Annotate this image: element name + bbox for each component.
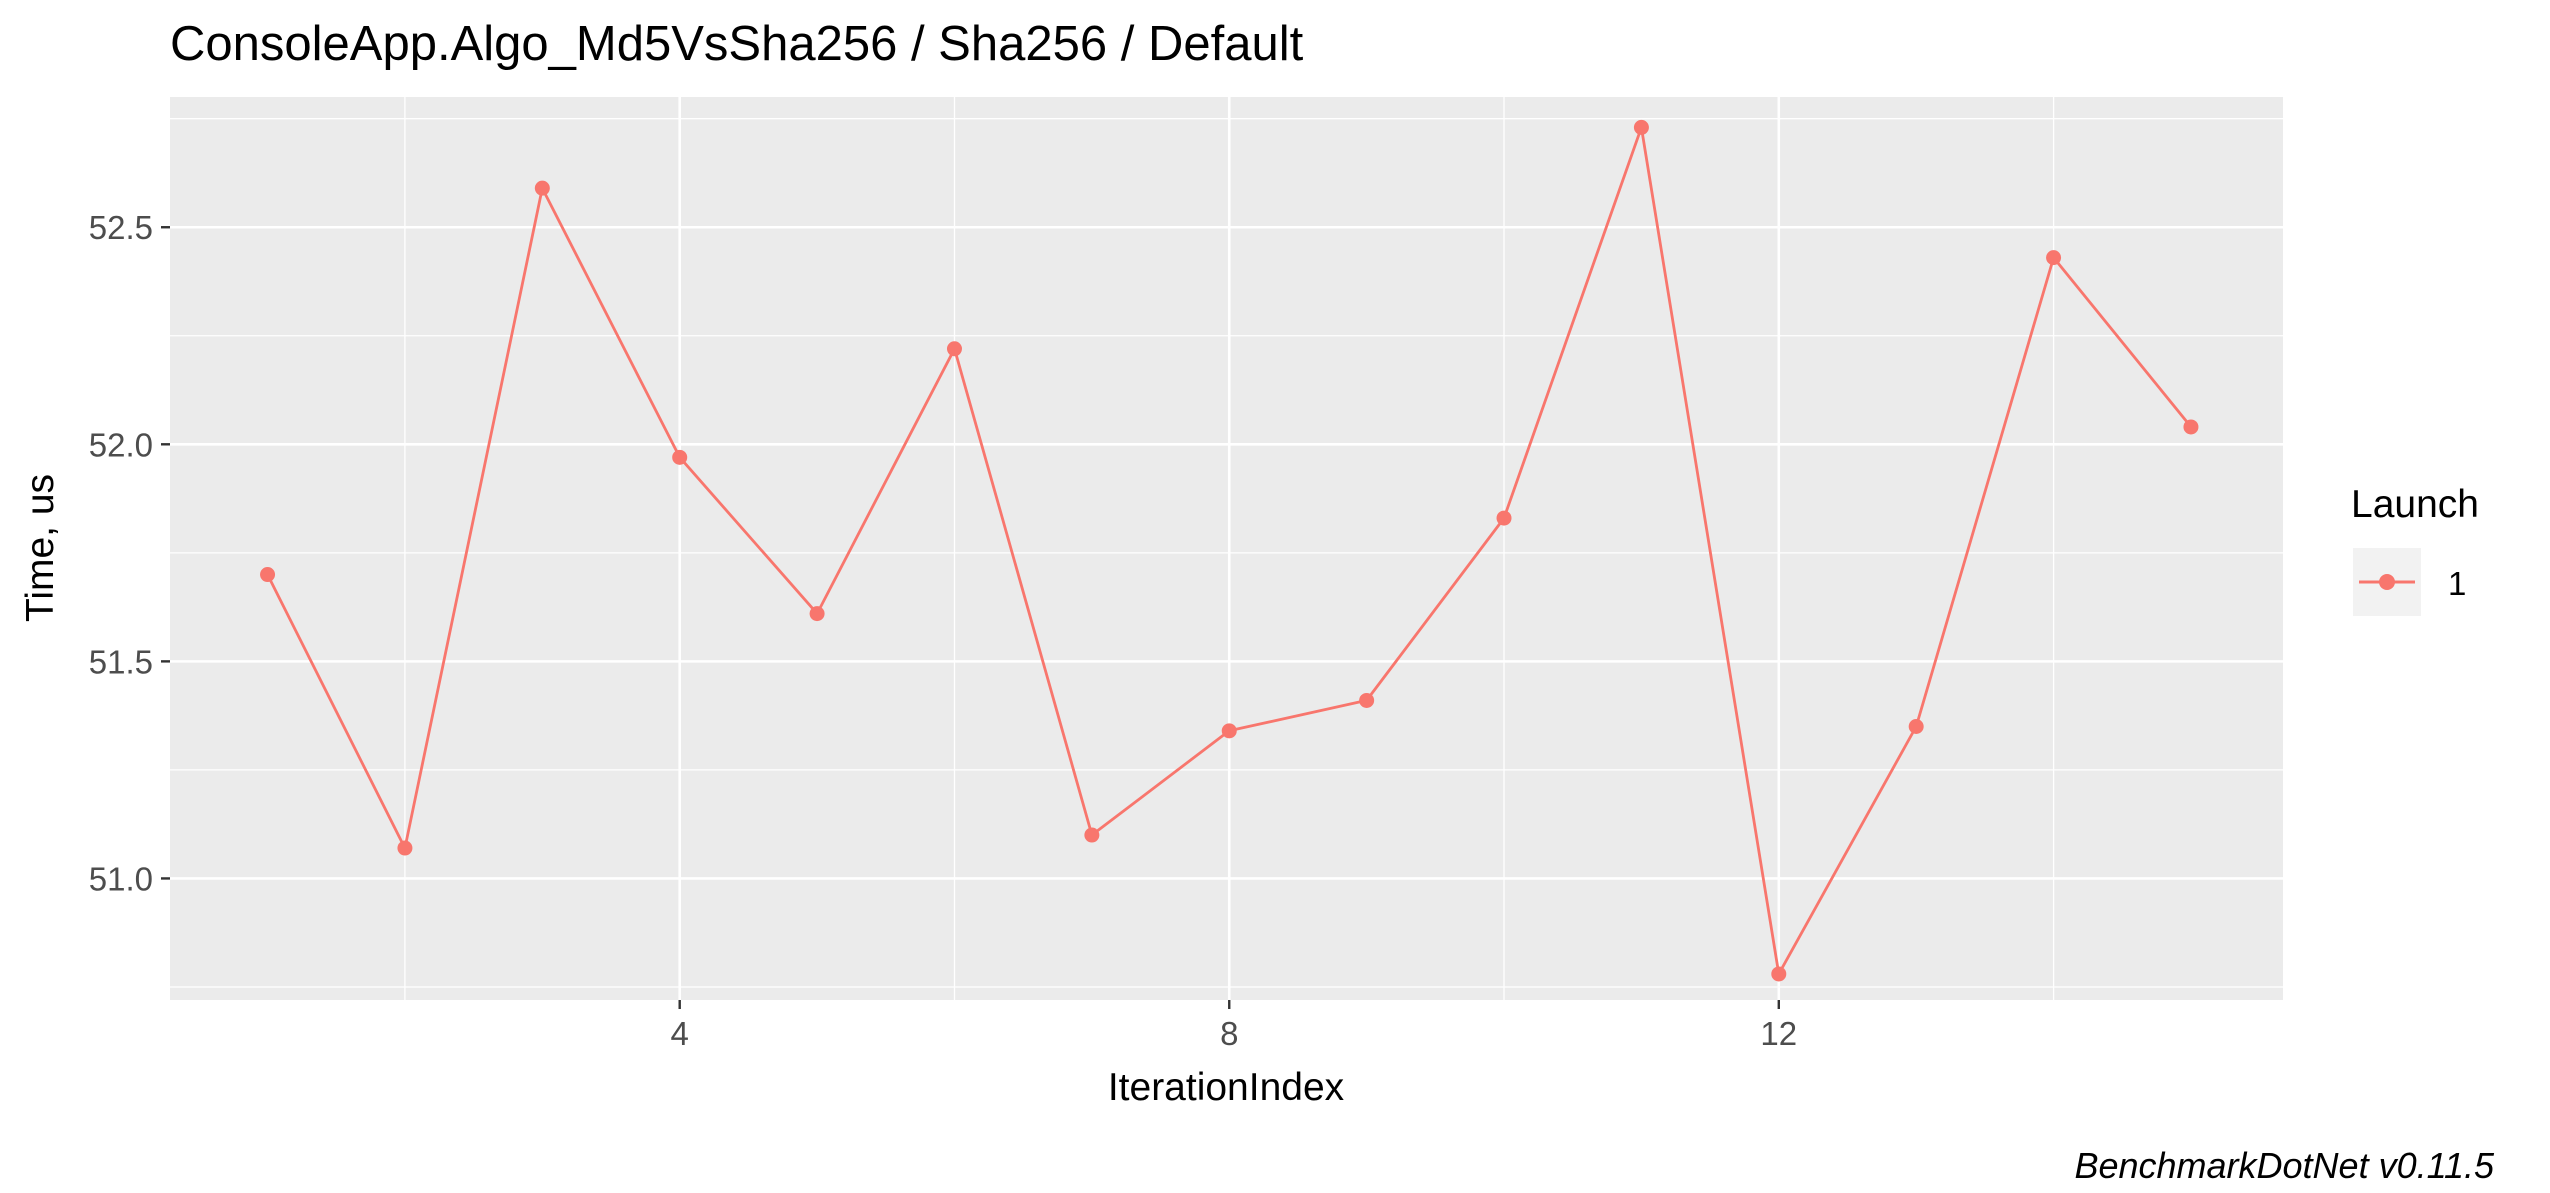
y-axis-title: Time, us bbox=[19, 474, 62, 622]
plot-panel bbox=[170, 97, 2283, 1000]
x-axis-title: IterationIndex bbox=[1108, 1066, 1345, 1109]
grid-major bbox=[170, 97, 2283, 1000]
legend-label: 1 bbox=[2448, 565, 2466, 602]
x-tick-label: 12 bbox=[1760, 1015, 1797, 1052]
data-point bbox=[946, 341, 962, 357]
data-point bbox=[397, 840, 413, 856]
data-point bbox=[534, 180, 550, 196]
data-point bbox=[1084, 827, 1100, 843]
data-point bbox=[1771, 966, 1787, 982]
data-point bbox=[809, 606, 825, 622]
data-point bbox=[1496, 510, 1512, 526]
legend: Launch 1 bbox=[2351, 483, 2479, 616]
caption: BenchmarkDotNet v0.11.5 bbox=[2074, 1145, 2495, 1186]
legend-key-point bbox=[2379, 574, 2395, 590]
data-point bbox=[260, 567, 276, 583]
y-tick-label: 51.0 bbox=[89, 860, 153, 897]
chart-title: ConsoleApp.Algo_Md5VsSha256 / Sha256 / D… bbox=[170, 17, 1304, 71]
data-point bbox=[1221, 723, 1237, 739]
grid-minor bbox=[170, 97, 2283, 1000]
legend-title: Launch bbox=[2351, 483, 2479, 526]
y-tick-label: 51.5 bbox=[89, 643, 153, 680]
x-tick-label: 8 bbox=[1220, 1015, 1238, 1052]
x-tick-label: 4 bbox=[671, 1015, 689, 1052]
data-point bbox=[1633, 119, 1649, 135]
data-point bbox=[1359, 692, 1375, 708]
series-layer bbox=[260, 119, 2199, 982]
tick-layer: 4 8 12 51.0 51.5 52.0 52.5 bbox=[89, 209, 1797, 1052]
data-point bbox=[1908, 718, 1924, 734]
y-tick-label: 52.0 bbox=[89, 426, 153, 463]
data-point bbox=[2046, 250, 2062, 266]
data-point bbox=[2183, 419, 2199, 435]
data-point bbox=[672, 449, 688, 465]
y-tick-label: 52.5 bbox=[89, 209, 153, 246]
